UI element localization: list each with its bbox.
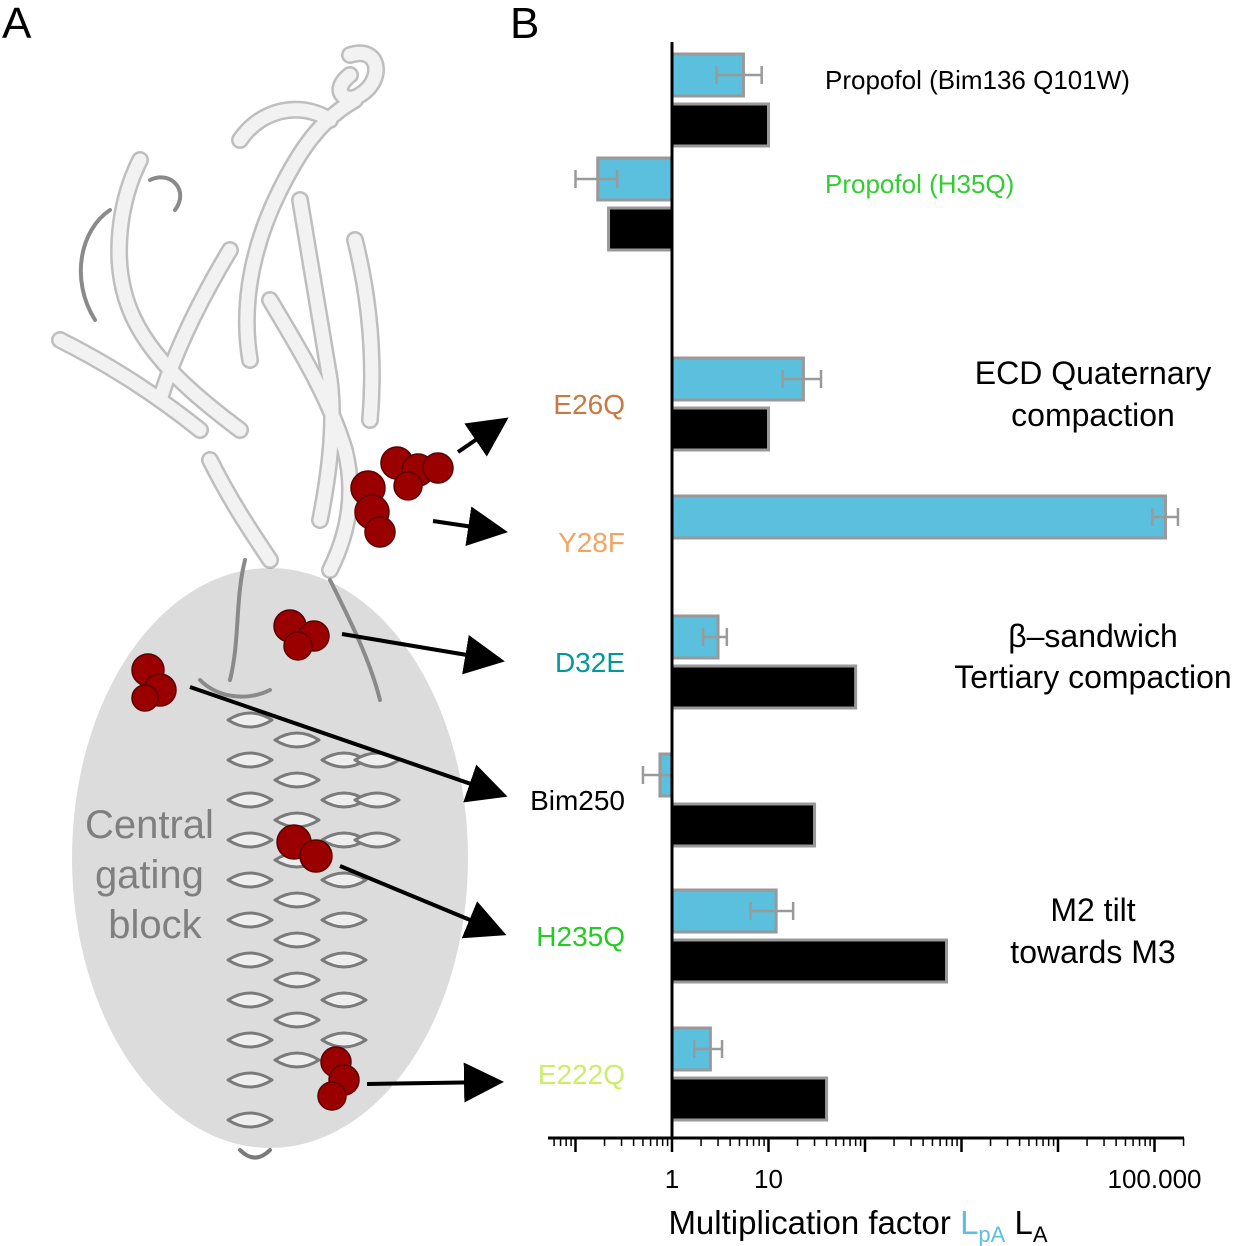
bar-la-h235q xyxy=(670,938,949,984)
residue-e222q-sphere xyxy=(317,1046,360,1111)
arrow-d32e xyxy=(341,632,505,675)
group-label: Propofol (Bim136 Q101W) xyxy=(825,65,1130,95)
bar-la-d32e xyxy=(670,664,858,710)
panel-b-label: B xyxy=(510,0,539,48)
x-tick-label: 10 xyxy=(754,1164,783,1194)
bar-la-e222q xyxy=(670,1076,829,1122)
x-axis-label: Multiplication factor LpA LA xyxy=(668,1204,1047,1246)
annotation-line: compaction xyxy=(1011,397,1175,433)
residue-bim250-sphere xyxy=(131,653,177,712)
annotation-line: M2 tilt xyxy=(1050,892,1135,928)
annotation: M2 tilt towards M3 xyxy=(1010,892,1175,970)
group-label: H235Q xyxy=(536,921,625,952)
bar-la-propofol-bim136-q101w- xyxy=(670,102,770,148)
arrow-h235q xyxy=(339,864,507,939)
residue-arrows xyxy=(189,417,509,1103)
residue-y28f-sphere xyxy=(350,470,396,548)
region-label-line: Central xyxy=(85,803,214,847)
annotation-line: ECD Quaternary xyxy=(975,355,1212,391)
residue-d32e-sphere xyxy=(273,609,330,661)
annotation: β–sandwich Tertiary compaction xyxy=(954,618,1231,695)
group-label: Y28F xyxy=(558,527,625,558)
annotation-line: Tertiary compaction xyxy=(954,659,1231,695)
x-tick-label: 1 xyxy=(665,1164,679,1194)
region-label-line: block xyxy=(108,903,202,947)
arrow-y28f xyxy=(432,506,508,547)
region-label-line: gating xyxy=(95,853,204,897)
x-axis-label-part: Multiplication factor xyxy=(668,1204,960,1241)
group-label: Propofol (H35Q) xyxy=(825,169,1014,199)
protein-ribbon xyxy=(51,44,401,1160)
annotation: ECD Quaternary compaction xyxy=(975,355,1212,433)
x-axis-label-part: L xyxy=(1005,1204,1033,1241)
x-tick-label: 100.000 xyxy=(1108,1164,1202,1194)
bar-la-bim250 xyxy=(670,802,817,848)
residue-spheres xyxy=(131,446,454,1111)
group-label: E26Q xyxy=(553,389,625,420)
central-gating-block-region xyxy=(72,568,468,1148)
residue-h235q-sphere xyxy=(276,824,333,873)
arrow-e222q xyxy=(366,1062,504,1103)
arrow-e26q xyxy=(456,417,509,457)
x-axis-label-part: L xyxy=(960,1204,978,1241)
annotation-line: β–sandwich xyxy=(1008,618,1178,654)
x-axis-label-part: A xyxy=(1033,1222,1048,1246)
group-label: D32E xyxy=(555,647,625,678)
arrow-bim250 xyxy=(189,685,508,803)
bar-lpa-y28f xyxy=(670,494,1167,540)
panel-a-structure: A xyxy=(2,0,509,1160)
bar-la-propofol-h35q- xyxy=(607,206,674,252)
bar-la-e26q xyxy=(670,406,770,452)
group-label: E222Q xyxy=(538,1059,625,1090)
bar-chart: Propofol (Bim136 Q101W) Propofol (H35Q) E2… xyxy=(530,42,1232,1246)
central-gating-block-label: Central gating block xyxy=(85,803,225,947)
annotation-line: towards M3 xyxy=(1010,934,1175,970)
residue-e26q-sphere xyxy=(380,446,454,501)
x-axis-label-part: pA xyxy=(978,1222,1005,1246)
group-label: Bim250 xyxy=(530,785,625,816)
panel-a-label: A xyxy=(2,0,32,48)
